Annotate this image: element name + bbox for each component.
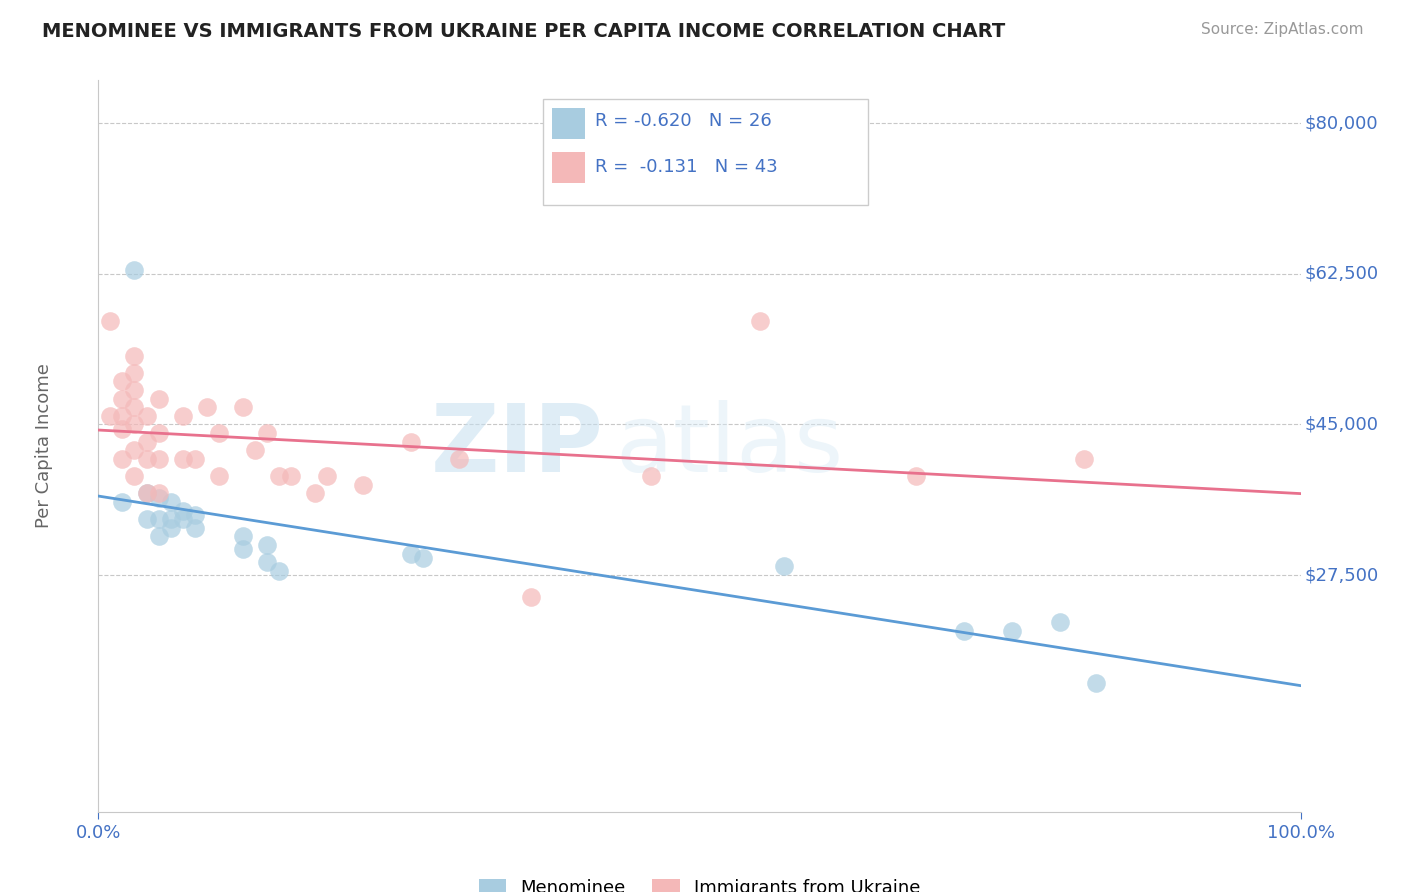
Point [124, 401, 146, 415]
Point [195, 401, 218, 415]
Point [172, 512, 194, 526]
Point [520, 590, 543, 604]
Text: atlas: atlas [616, 400, 844, 492]
Point [135, 434, 157, 449]
Point [111, 495, 134, 509]
Text: R =  -0.131   N = 43: R = -0.131 N = 43 [595, 158, 778, 176]
Text: Source: ZipAtlas.com: Source: ZipAtlas.com [1201, 22, 1364, 37]
Point [772, 559, 794, 574]
Point [172, 451, 194, 466]
Point [124, 417, 146, 432]
FancyBboxPatch shape [551, 108, 585, 139]
Point [183, 521, 205, 535]
Point [148, 529, 170, 543]
FancyBboxPatch shape [543, 99, 868, 204]
Point [124, 469, 146, 483]
Point [100, 409, 122, 423]
Point [148, 486, 170, 500]
Point [232, 401, 254, 415]
Point [111, 392, 134, 406]
Point [1049, 615, 1071, 630]
Point [159, 495, 181, 509]
Point [243, 443, 266, 458]
Text: R = -0.620   N = 26: R = -0.620 N = 26 [595, 112, 772, 129]
Point [124, 443, 146, 458]
Point [315, 469, 337, 483]
Point [399, 547, 422, 561]
Text: MENOMINEE VS IMMIGRANTS FROM UKRAINE PER CAPITA INCOME CORRELATION CHART: MENOMINEE VS IMMIGRANTS FROM UKRAINE PER… [42, 22, 1005, 41]
Point [640, 469, 662, 483]
Point [111, 375, 134, 389]
Text: $45,000: $45,000 [1305, 416, 1378, 434]
Point [208, 426, 231, 441]
Point [256, 426, 278, 441]
Point [267, 469, 290, 483]
Text: $80,000: $80,000 [1305, 114, 1378, 132]
Point [1073, 451, 1095, 466]
Point [256, 538, 278, 552]
Point [124, 262, 146, 277]
Point [183, 451, 205, 466]
Point [159, 521, 181, 535]
Point [124, 366, 146, 380]
Text: $62,500: $62,500 [1305, 265, 1378, 283]
FancyBboxPatch shape [551, 152, 585, 183]
Point [232, 542, 254, 557]
Point [1085, 675, 1108, 690]
Point [148, 451, 170, 466]
Point [172, 503, 194, 517]
Point [148, 491, 170, 505]
Point [447, 451, 470, 466]
Point [412, 550, 434, 565]
Point [904, 469, 927, 483]
Point [208, 469, 231, 483]
Point [148, 392, 170, 406]
Point [352, 477, 374, 491]
Legend: Menominee, Immigrants from Ukraine: Menominee, Immigrants from Ukraine [471, 872, 928, 892]
Point [111, 409, 134, 423]
Text: Per Capita Income: Per Capita Income [35, 364, 53, 528]
Point [748, 314, 770, 328]
Point [100, 314, 122, 328]
Point [124, 383, 146, 397]
Point [399, 434, 422, 449]
Point [183, 508, 205, 522]
Point [124, 349, 146, 363]
Point [135, 512, 157, 526]
Text: $27,500: $27,500 [1305, 566, 1378, 584]
Point [159, 512, 181, 526]
Point [1001, 624, 1024, 638]
Point [280, 469, 302, 483]
Point [135, 486, 157, 500]
Point [111, 451, 134, 466]
Text: ZIP: ZIP [430, 400, 603, 492]
Point [111, 422, 134, 436]
Point [148, 426, 170, 441]
Point [135, 451, 157, 466]
Point [148, 512, 170, 526]
Point [172, 409, 194, 423]
Point [953, 624, 976, 638]
Point [135, 486, 157, 500]
Point [256, 555, 278, 569]
Point [135, 409, 157, 423]
Point [232, 529, 254, 543]
Point [267, 564, 290, 578]
Point [304, 486, 326, 500]
